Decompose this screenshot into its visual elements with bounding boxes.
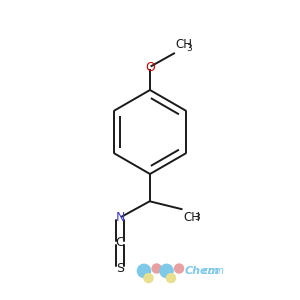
Text: .com: .com [201,266,225,277]
Text: C: C [116,236,124,250]
Circle shape [167,274,176,283]
Circle shape [144,274,153,283]
Text: 3: 3 [186,44,192,53]
Circle shape [175,264,184,273]
Circle shape [152,264,161,273]
Text: CH: CH [176,38,193,51]
Text: Chem: Chem [184,266,220,277]
Circle shape [137,264,151,278]
Circle shape [160,264,173,278]
Text: 3: 3 [194,213,200,222]
Text: O: O [145,61,155,74]
Text: S: S [116,262,124,275]
Text: N: N [115,211,125,224]
Text: CH: CH [183,211,200,224]
